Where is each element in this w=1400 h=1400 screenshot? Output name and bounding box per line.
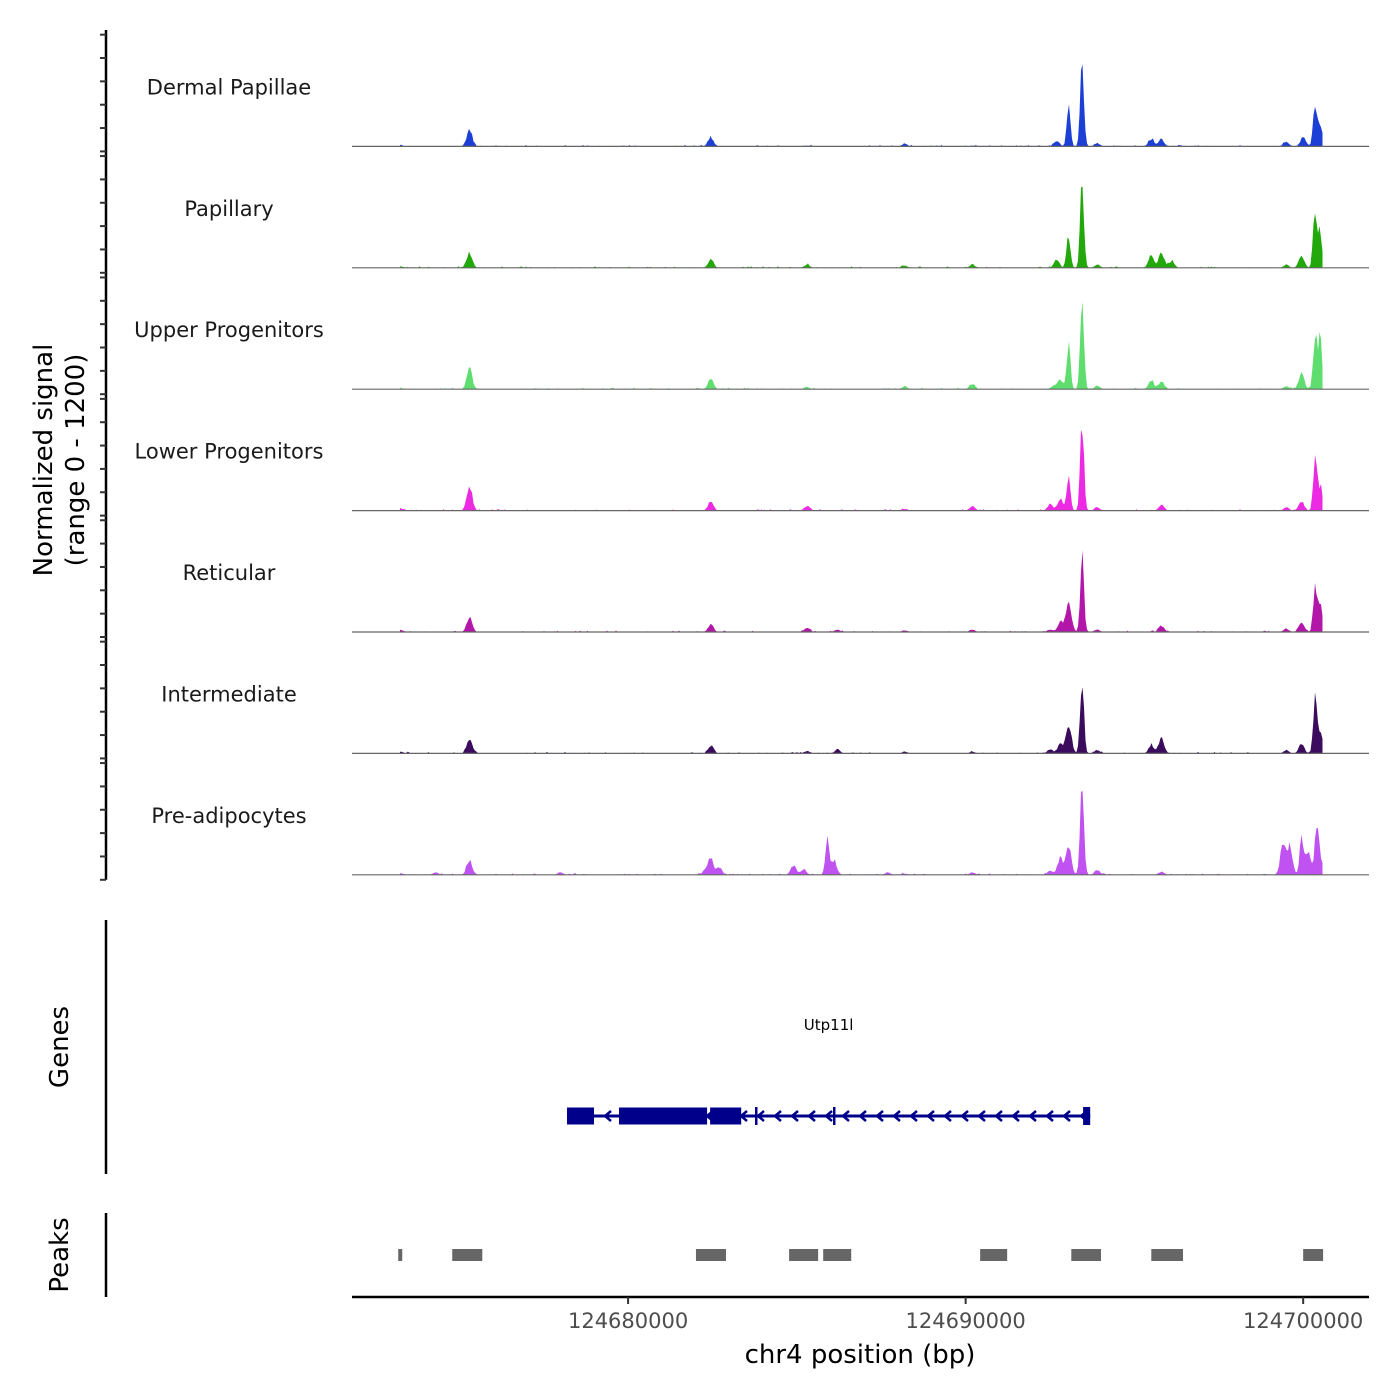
genes-track: Utp11l (104, 920, 1091, 1174)
strand-arrow-icon (926, 1110, 935, 1122)
genes-track-label: Genes (45, 1006, 75, 1088)
track-reticular (352, 550, 1369, 633)
gene-exon (710, 1107, 742, 1125)
peak-region (980, 1249, 1008, 1261)
coverage-area (400, 64, 1323, 147)
strand-arrow-icon (875, 1110, 884, 1122)
track-label: Dermal Papillae (147, 75, 311, 99)
strand-arrow-icon (1045, 1110, 1054, 1122)
peaks-track (104, 1213, 1324, 1297)
gene-exon (618, 1107, 708, 1125)
strand-arrow-icon (790, 1110, 799, 1122)
strand-arrow-icon (1062, 1110, 1071, 1122)
left-axes (100, 30, 108, 881)
peak-region (398, 1249, 403, 1261)
x-axis: 124680000 124690000 124700000 (352, 1295, 1369, 1333)
strand-arrow-icon (824, 1110, 833, 1122)
strand-arrow-icon (858, 1110, 867, 1122)
coverage-area (400, 429, 1323, 511)
gene-exon (567, 1107, 595, 1125)
coverage-area (400, 550, 1323, 632)
coverage-tracks (352, 64, 1369, 876)
strand-arrow-icon (773, 1110, 782, 1122)
coverage-area (400, 687, 1323, 754)
peaks-track-label: Peaks (45, 1217, 75, 1292)
y-axis-title-line2: (range 0 - 1200) (61, 354, 91, 567)
track-label: Papillary (184, 197, 273, 221)
track-pre-adipocytes (352, 791, 1369, 876)
x-axis-title: chr4 position (bp) (745, 1340, 976, 1370)
gene-utp11l: Utp11l (567, 1016, 1091, 1125)
track-label: Intermediate (161, 682, 297, 706)
peak-region (823, 1249, 852, 1261)
peak-region (695, 1249, 726, 1261)
track-labels: Dermal Papillae Papillary Upper Progenitor… (134, 75, 324, 827)
x-tick-label: 124700000 (1243, 1309, 1363, 1333)
gene-exon (755, 1107, 758, 1125)
track-upper-progenitors (352, 301, 1369, 390)
strand-arrow-icon (943, 1110, 952, 1122)
track-label: Reticular (183, 561, 276, 585)
strand-arrow-icon (892, 1110, 901, 1122)
strand-arrow-icon (807, 1110, 816, 1122)
strand-arrow-icon (994, 1110, 1003, 1122)
strand-arrow-icon (960, 1110, 969, 1122)
track-lower-progenitors (352, 429, 1369, 512)
gene-name-label: Utp11l (804, 1016, 854, 1034)
peak-region (1303, 1249, 1324, 1261)
strand-arrow-icon (977, 1110, 986, 1122)
peak-region (452, 1249, 483, 1261)
gene-exon (1083, 1107, 1091, 1125)
peak-region (1071, 1249, 1101, 1261)
track-label: Lower Progenitors (135, 440, 324, 464)
track-dermal-papillae (352, 64, 1369, 147)
peak-region (1151, 1249, 1184, 1261)
coverage-area (400, 791, 1323, 875)
strand-arrow-icon (841, 1110, 850, 1122)
strand-arrow-icon (1028, 1110, 1037, 1122)
strand-arrow-icon (756, 1110, 765, 1122)
track-intermediate (352, 687, 1369, 755)
strand-arrow-icon (909, 1110, 918, 1122)
gene-exon (832, 1107, 836, 1125)
track-label: Upper Progenitors (134, 318, 324, 342)
strand-arrow-icon (603, 1110, 612, 1122)
track-label: Pre-adipocytes (151, 804, 306, 828)
x-tick-label: 124690000 (906, 1309, 1026, 1333)
peak-region (789, 1249, 819, 1261)
x-tick-label: 124680000 (568, 1309, 688, 1333)
strand-arrow-icon (1011, 1110, 1020, 1122)
coverage-area (400, 186, 1323, 268)
track-papillary (352, 186, 1369, 269)
y-axis-title-line1: Normalized signal (29, 344, 59, 577)
coverage-area (400, 301, 1323, 390)
